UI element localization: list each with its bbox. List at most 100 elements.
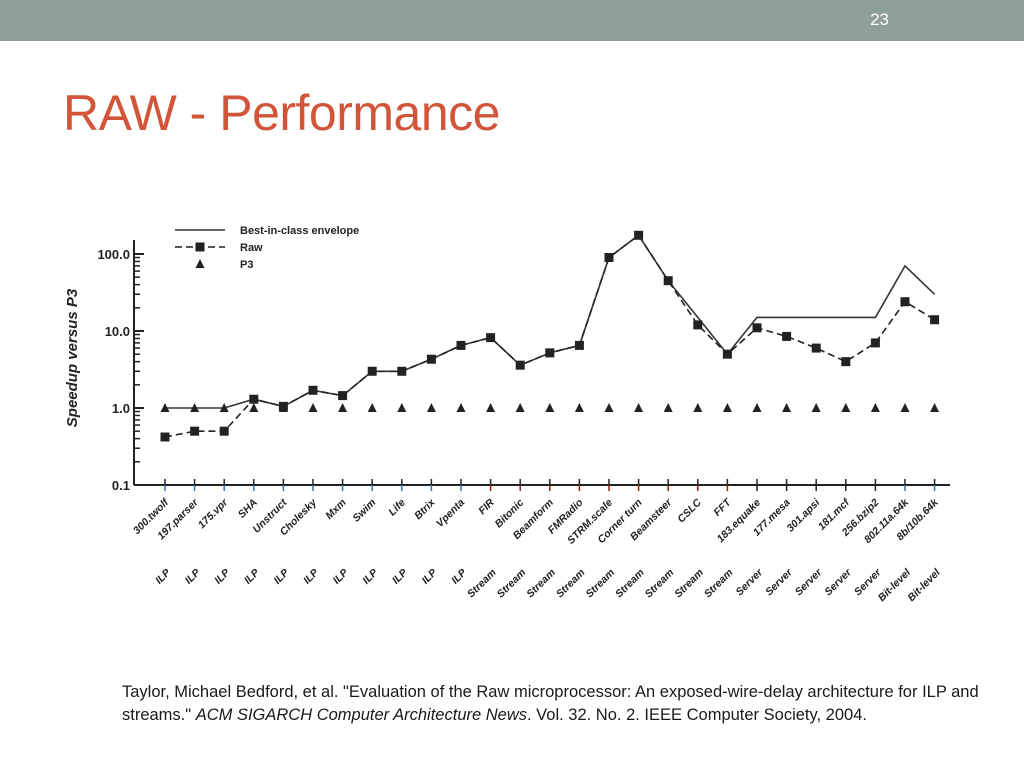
x-group-label: ILP: [360, 566, 381, 587]
x-tick-label: FFT: [711, 496, 734, 519]
x-group-label: Server: [763, 566, 795, 598]
citation-text: Taylor, Michael Bedford, et al. "Evaluat…: [122, 683, 979, 724]
x-tick-label: SHA: [236, 497, 260, 521]
raw-point: [634, 230, 644, 240]
raw-point: [515, 360, 525, 370]
p3-point: [397, 403, 407, 412]
slide-title: RAW - Performance: [63, 85, 500, 141]
x-group-label: Stream: [672, 567, 706, 601]
x-tick-label: Swim: [350, 497, 378, 525]
raw-point: [752, 323, 762, 333]
p3-point: [219, 403, 229, 412]
raw-point: [219, 426, 229, 436]
x-tick-label: 175.vpr: [196, 496, 231, 531]
x-group-label: ILP: [449, 566, 470, 587]
raw-point: [545, 348, 555, 358]
x-group-label: ILP: [301, 566, 322, 587]
x-group-label: Stream: [495, 567, 529, 601]
raw-point: [574, 340, 584, 350]
raw-point: [367, 366, 377, 376]
x-tick-label: Life: [386, 497, 408, 519]
raw-point: [811, 343, 821, 353]
y-axis-label: Speedup versus P3: [64, 288, 81, 427]
legend-marker-raw: [195, 242, 205, 252]
top-bar: 23: [0, 0, 1024, 41]
raw-point: [190, 426, 200, 436]
p3-point: [456, 403, 466, 412]
x-group-label: ILP: [212, 566, 233, 587]
p3-point: [930, 403, 940, 412]
x-tick-label: CSLC: [675, 496, 704, 525]
p3-point: [486, 403, 496, 412]
p3-point: [338, 403, 348, 412]
p3-point: [367, 403, 377, 412]
raw-point: [930, 315, 940, 325]
p3-point: [574, 403, 584, 412]
x-group-label: ILP: [242, 566, 263, 587]
raw-point: [841, 357, 851, 367]
x-tick-label: FIR: [476, 496, 497, 517]
citation-text-end: . Vol. 32. No. 2. IEEE Computer Society,…: [527, 706, 867, 724]
x-group-label: Stream: [643, 567, 677, 601]
p3-point: [278, 403, 288, 412]
citation-journal: ACM SIGARCH Computer Architecture News: [195, 706, 528, 724]
raw-point: [663, 276, 673, 286]
p3-point: [663, 403, 673, 412]
x-tick-label: Mxm: [323, 497, 348, 522]
raw-point: [693, 320, 703, 330]
x-group-label: Server: [734, 566, 766, 598]
x-group-label: Server: [822, 566, 854, 598]
raw-point: [782, 331, 792, 341]
p3-point: [752, 403, 762, 412]
p3-point: [900, 403, 910, 412]
raw-point: [486, 333, 496, 343]
p3-point: [811, 403, 821, 412]
y-tick-label: 100.0: [97, 247, 130, 262]
x-group-label: Stream: [702, 567, 736, 601]
p3-point: [782, 403, 792, 412]
raw-point: [426, 354, 436, 364]
x-group-label: ILP: [331, 566, 352, 587]
legend-label-envelope: Best-in-class envelope: [240, 225, 359, 237]
citation: Taylor, Michael Bedford, et al. "Evaluat…: [122, 681, 982, 727]
x-group-label: ILP: [390, 566, 411, 587]
raw-point: [604, 253, 614, 263]
y-tick-label: 1.0: [112, 401, 130, 416]
raw-point: [249, 394, 259, 404]
p3-point: [160, 403, 170, 412]
p3-point: [841, 403, 851, 412]
raw-point: [160, 432, 170, 442]
x-group-label: ILP: [153, 566, 174, 587]
raw-point: [397, 366, 407, 376]
x-group-label: Stream: [583, 567, 617, 601]
raw-point: [308, 385, 318, 395]
x-group-label: Server: [793, 566, 825, 598]
legend-marker-p3: [195, 259, 205, 268]
x-group-label: ILP: [419, 566, 440, 587]
x-tick-label: Vpenta: [434, 497, 467, 530]
chart-container: 100.0 10.0 1.0 0.1 Speedup versus P3 300.twol…: [50, 210, 970, 620]
x-group-label: Stream: [465, 567, 499, 601]
p3-point: [870, 403, 880, 412]
p3-point: [634, 403, 644, 412]
p3-point: [426, 403, 436, 412]
p3-point: [308, 403, 318, 412]
raw-point: [870, 338, 880, 348]
slide-number: 23: [870, 10, 889, 29]
p3-point: [604, 403, 614, 412]
series-line-best-in-class: [165, 234, 936, 409]
y-tick-label: 10.0: [105, 324, 130, 339]
x-group-label: ILP: [271, 566, 292, 587]
p3-point: [722, 403, 732, 412]
p3-point: [515, 403, 525, 412]
x-group-label: Stream: [524, 567, 558, 601]
p3-point: [545, 403, 555, 412]
x-group-label: ILP: [183, 566, 204, 587]
p3-point: [190, 403, 200, 412]
x-tick-label: 301.apsi: [785, 496, 824, 535]
x-group-label: Stream: [554, 567, 588, 601]
raw-point: [900, 297, 910, 307]
x-group-label: Stream: [613, 567, 647, 601]
x-group-label: Bit-level: [905, 566, 943, 604]
p3-point: [249, 403, 259, 412]
